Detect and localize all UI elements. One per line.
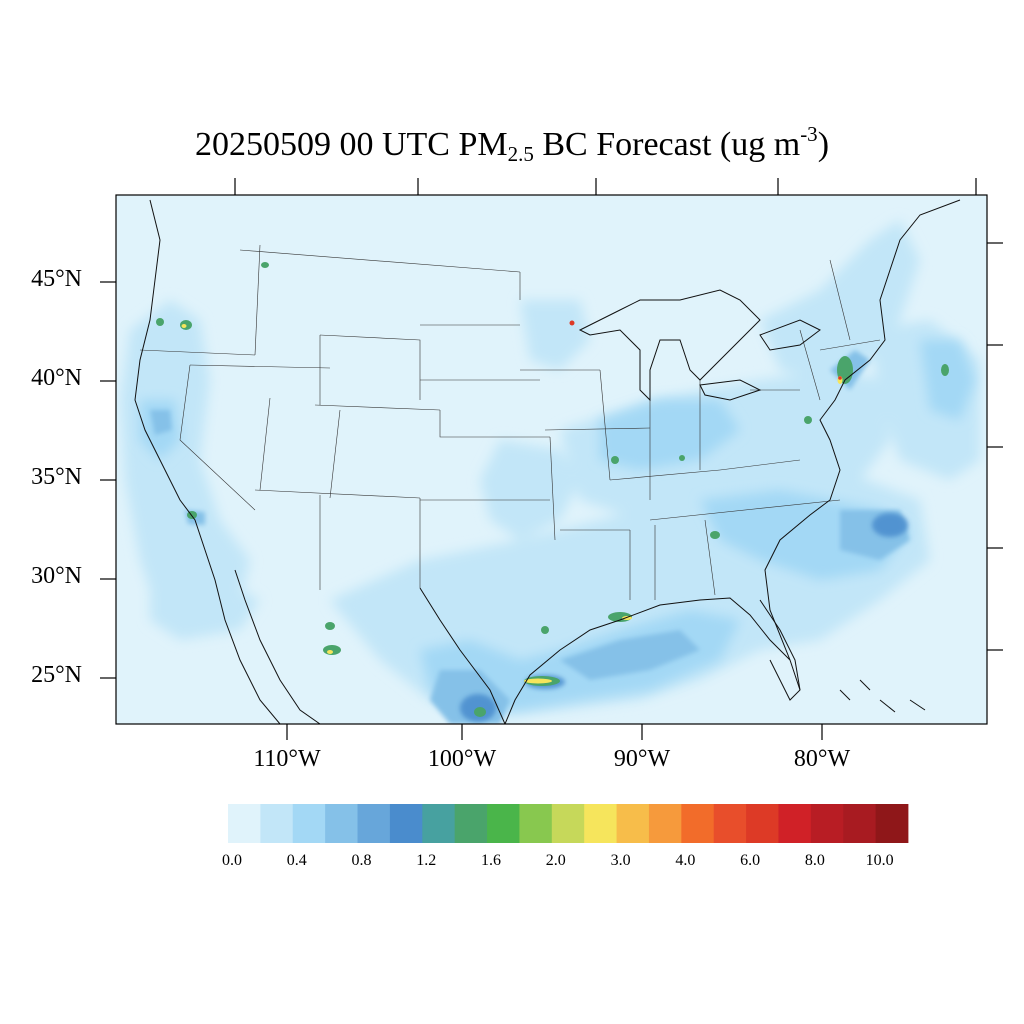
concentration-field [120, 220, 980, 724]
lon-label-100: 100°W [427, 746, 497, 772]
hotspot-atlantic [872, 513, 908, 537]
colorbar-swatch [519, 804, 553, 843]
colorbar-swatch [454, 804, 488, 843]
colorbar-swatch [713, 804, 747, 843]
lon-label-90: 90°W [613, 746, 671, 772]
colorbar-swatch [810, 804, 844, 843]
colorbar-swatch [389, 804, 423, 843]
colorbar-label: 6.0 [740, 852, 761, 869]
lat-label-45: 45°N [31, 266, 82, 292]
colorbar-label: 3.0 [610, 852, 631, 869]
colorbar-label: 1.2 [416, 852, 437, 869]
colorbar-label: 1.6 [481, 852, 502, 869]
colorbar-label: 8.0 [804, 852, 825, 869]
lon-label-110: 110°W [253, 746, 321, 772]
colorbar-swatch [357, 804, 391, 843]
colorbar-label: 0.8 [351, 852, 372, 869]
colorbar-swatch [843, 804, 877, 843]
colorbar-label: 4.0 [675, 852, 696, 869]
colorbar-swatch [746, 804, 779, 843]
colorbar-swatch [260, 804, 294, 843]
map-frame [115, 194, 988, 725]
lon-label-80: 80°W [793, 746, 851, 772]
state-boundaries [139, 244, 881, 600]
lat-label-40: 40°N [31, 365, 82, 391]
plume-mexico [150, 580, 260, 640]
colorbar-label: 0.0 [222, 852, 242, 869]
colorbar-swatch [325, 804, 358, 843]
plume-gulf-mid [560, 630, 700, 680]
plume-west-coast [120, 300, 250, 630]
colorbar-swatch [292, 804, 326, 843]
colorbar-label: 0.4 [286, 852, 307, 869]
map-title: 20250509 00 UTC PM2.5 BC Forecast (ug m-… [194, 122, 830, 166]
lat-label-30: 30°N [31, 563, 82, 589]
colorbar-swatch [551, 804, 585, 843]
plume-bay-area [150, 410, 172, 435]
lat-label-25: 25°N [31, 662, 82, 688]
plume-ohio-valley [600, 400, 740, 470]
colorbar-swatch [875, 804, 909, 843]
axis-ticks [100, 178, 1003, 740]
colorbar-swatch [584, 804, 617, 843]
plume-atlantic-inner [920, 340, 975, 420]
lat-label-35: 35°N [31, 464, 82, 490]
colorbar-swatch [648, 804, 682, 843]
plume-minnesota [520, 300, 590, 370]
colorbar-swatch [681, 804, 715, 843]
colorbar-swatch [422, 804, 456, 843]
plume-plains [480, 440, 580, 540]
colorbar-swatch [487, 804, 520, 843]
colorbar [228, 804, 909, 843]
colorbar-swatch [228, 804, 261, 843]
colorbar-label: 10.0 [865, 852, 894, 869]
colorbar-swatch [778, 804, 812, 843]
colorbar-swatch [616, 804, 650, 843]
colorbar-label: 2.0 [545, 852, 566, 869]
coastlines [134, 199, 961, 724]
